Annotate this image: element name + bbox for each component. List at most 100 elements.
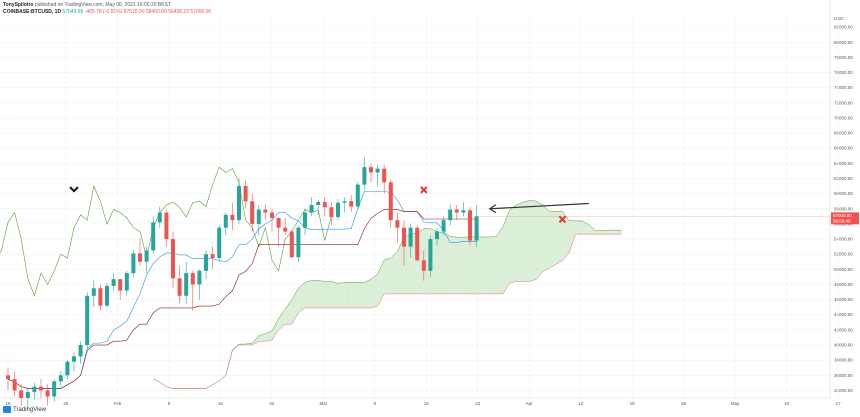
cloud-segment (489, 236, 497, 294)
candle-body (177, 278, 182, 296)
candle-body (270, 212, 274, 218)
candle-body (448, 209, 453, 221)
candle-body (263, 209, 268, 213)
candle-body (388, 182, 393, 221)
candle-body (217, 227, 222, 258)
x-tick-label: 22 (269, 401, 275, 406)
candle-body (6, 375, 10, 380)
cloud-segment (476, 236, 484, 294)
candle-body (171, 239, 175, 279)
y-tick-label: 44000.00 (834, 312, 853, 317)
tradingview-logo-icon (3, 406, 11, 413)
candle-body (454, 209, 459, 213)
cloud-segment (298, 282, 305, 313)
y-tick-label: 64000.00 (834, 161, 853, 166)
candle-body (408, 227, 413, 247)
cloud-segment (265, 330, 272, 342)
x-tick-label: 10 (784, 401, 790, 406)
y-tick-label: 74000.00 (834, 85, 853, 90)
cloud-segment (450, 236, 457, 294)
price-change: -465.78 (-0.81%) (84, 9, 123, 15)
cloud-segment (390, 251, 398, 294)
cloud-segment (588, 224, 596, 235)
cloud-segment (324, 281, 332, 308)
cloud-segment (582, 220, 589, 235)
x-tick-label: 17 (836, 401, 842, 406)
y-tick-label: 72000.00 (834, 100, 853, 105)
candle-body (157, 212, 162, 223)
candle-body (39, 386, 43, 391)
x-tick-label: 12 (578, 401, 584, 406)
cloud-segment (404, 234, 411, 294)
symbol-label: COINBASE:BTCUSD, 1D (3, 9, 62, 15)
candle-body (382, 168, 387, 183)
chart-header: TonySpilotro published on TradingView.co… (3, 2, 211, 16)
cloud-segment (463, 236, 470, 294)
y-tick-label: 54000.00 (834, 237, 853, 242)
y-tick-label: 46000.00 (834, 297, 853, 302)
cloud-segment (496, 226, 503, 294)
cloud-segment (483, 236, 490, 294)
candle-body (474, 216, 479, 241)
y-tick-label: 38000.00 (834, 358, 853, 363)
candle-body (91, 288, 96, 296)
candle-body (243, 186, 248, 202)
y-tick-label: 52000.00 (834, 252, 853, 257)
cloud-segment (338, 282, 345, 308)
senkou-span-b (153, 233, 622, 389)
x-tick-label: 26 (681, 401, 687, 406)
cloud-segment (602, 230, 609, 235)
candle-body (19, 390, 24, 398)
candle-body (329, 207, 334, 218)
cloud-segment (377, 259, 385, 307)
cloud-segment (278, 309, 286, 330)
candle-body (223, 214, 228, 228)
candle-body (204, 254, 208, 271)
x-tick-label: 25 (63, 401, 69, 406)
candle-body (283, 227, 288, 232)
cloud-segment (522, 200, 530, 282)
candle-body (256, 209, 261, 224)
candle-body (72, 356, 76, 362)
cross-marker (420, 186, 428, 194)
cloud-segment (305, 280, 312, 308)
ohlc-values: 57515.00 58400.00 56438.23 57000.00 (123, 9, 212, 15)
tenkan-sen (7, 191, 477, 389)
x-tick-label: 18 (5, 401, 11, 406)
currency-label: USD (834, 16, 844, 21)
candle-body (342, 201, 347, 203)
candle-body (316, 201, 321, 205)
cloud-segment (285, 299, 292, 325)
cloud-segment (575, 220, 583, 235)
x-tick-label: 15 (218, 401, 224, 406)
cloud-segment (443, 232, 451, 294)
cloud-segment (344, 282, 352, 308)
price-info: 57049.99 (62, 9, 84, 15)
cloud-segment (258, 333, 266, 342)
cloud-segment (503, 209, 510, 294)
candle-body (421, 260, 426, 271)
candle-body (58, 375, 63, 382)
candle-body (395, 220, 400, 228)
candle-body (164, 212, 169, 240)
x-tick-label: Feb (114, 401, 122, 406)
cloud-segment (318, 280, 325, 308)
cross-marker (558, 215, 567, 224)
candle-body (124, 273, 129, 291)
candle-body (45, 390, 50, 397)
y-tick-label: 68000.00 (834, 131, 853, 136)
x-tick-label: 8 (168, 401, 171, 406)
candle-body (428, 239, 433, 271)
candle-body (375, 168, 380, 173)
chevron-marker (69, 186, 79, 193)
y-tick-label: 42000.00 (834, 327, 853, 332)
cloud-segment (595, 230, 602, 235)
last-price-label: 57000.00 (833, 213, 852, 218)
candle-body (98, 288, 103, 306)
candle-body (415, 227, 420, 261)
x-tick-label: 22 (475, 401, 481, 406)
cloud-segment (615, 230, 622, 235)
candle-body (250, 201, 255, 224)
tradingview-logo-text: TradingView (13, 406, 47, 413)
